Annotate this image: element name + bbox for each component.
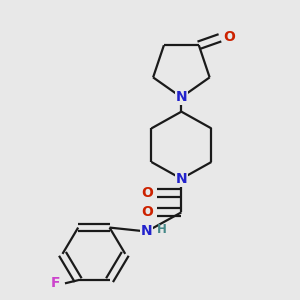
Text: N: N <box>176 90 187 104</box>
Text: O: O <box>141 186 153 200</box>
Text: O: O <box>141 205 153 219</box>
Text: O: O <box>223 30 235 44</box>
Text: F: F <box>51 276 61 290</box>
Text: N: N <box>141 224 152 239</box>
Text: H: H <box>157 224 166 236</box>
Text: N: N <box>176 172 187 186</box>
